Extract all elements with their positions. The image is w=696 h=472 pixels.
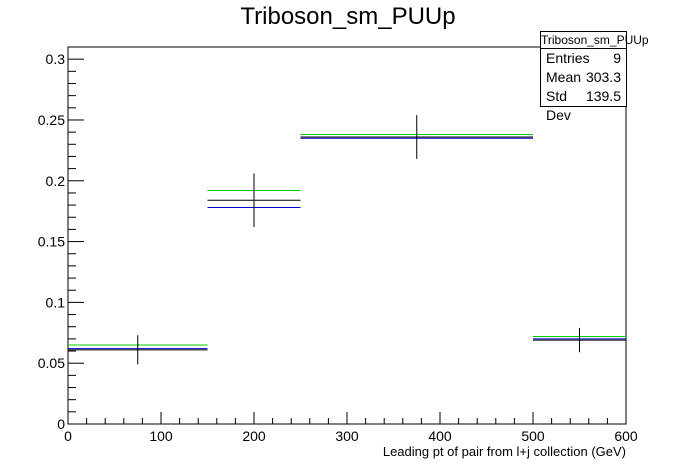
stats-row-stddev: Std Dev 139.5: [541, 87, 626, 125]
y-tick-label: 0.25: [38, 112, 65, 128]
stats-label: Std Dev: [546, 88, 571, 123]
stats-value: 303.3: [585, 69, 621, 85]
y-tick-label: 0.1: [46, 294, 66, 310]
series-0: [68, 134, 626, 346]
stats-row-entries: Entries 9: [541, 49, 626, 68]
x-tick-label: 0: [64, 428, 72, 444]
series-1: [68, 137, 626, 350]
x-tick-label: 500: [521, 428, 545, 444]
x-tick-label: 600: [614, 428, 638, 444]
stats-label: Mean: [546, 69, 582, 85]
x-tick-label: 300: [335, 428, 359, 444]
y-tick-label: 0.15: [38, 234, 65, 250]
stats-row-mean: Mean 303.3: [541, 68, 626, 87]
y-tick-label: 0.05: [38, 355, 65, 371]
stats-box: Triboson_sm_PUUp Entries 9 Mean 303.3 St…: [540, 31, 649, 123]
x-tick-label: 100: [149, 428, 173, 444]
chart-title: Triboson_sm_PUUp: [240, 3, 455, 30]
y-tick-label: 0: [57, 416, 65, 432]
y-axis: 0 0.05 0.1 0.15 0.2 0.25 0.3: [38, 46, 84, 432]
stats-value: 9: [613, 50, 621, 66]
x-axis-label: Leading pt of pair from l+j collection (…: [383, 444, 626, 459]
y-tick-label: 0.3: [46, 51, 66, 67]
x-axis: 0 100 200 300 400 500 600: [64, 412, 638, 444]
stats-title: Triboson_sm_PUUp: [541, 33, 649, 49]
x-tick-label: 200: [242, 428, 266, 444]
series-2: [68, 115, 626, 365]
series-layer: [68, 115, 626, 365]
stats-label: Entries: [546, 50, 590, 66]
y-tick-label: 0.2: [46, 173, 66, 189]
x-tick-label: 400: [428, 428, 452, 444]
stats-value: 139.5: [585, 88, 621, 104]
